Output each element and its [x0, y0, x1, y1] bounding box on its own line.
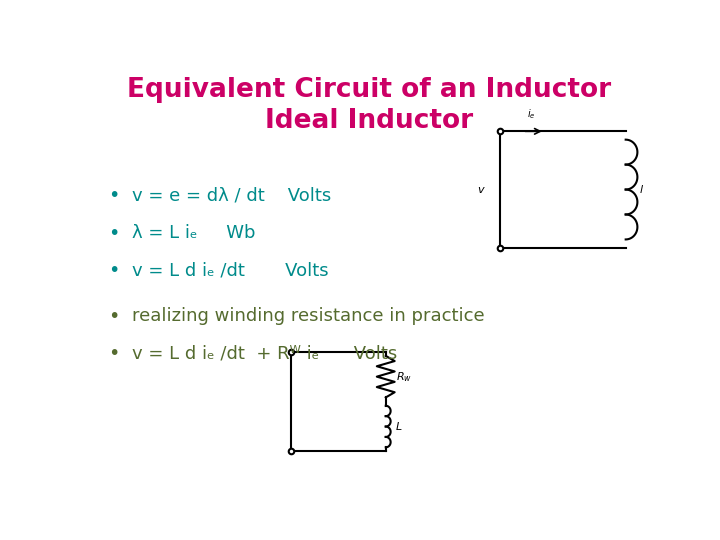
- Text: λ = L iₑ     Wb: λ = L iₑ Wb: [132, 224, 256, 242]
- Text: •: •: [108, 345, 119, 363]
- Text: v = L d iₑ /dt       Volts: v = L d iₑ /dt Volts: [132, 261, 328, 280]
- Text: v = e = dλ / dt    Volts: v = e = dλ / dt Volts: [132, 187, 331, 205]
- Text: •: •: [108, 224, 119, 242]
- Text: Equivalent Circuit of an Inductor: Equivalent Circuit of an Inductor: [127, 77, 611, 103]
- Text: •: •: [108, 186, 119, 205]
- Text: $i_e$: $i_e$: [526, 107, 535, 121]
- Text: $R_w$: $R_w$: [396, 370, 412, 383]
- Text: Ideal Inductor: Ideal Inductor: [265, 108, 473, 134]
- Text: L: L: [396, 422, 402, 431]
- Text: v = L d iₑ /dt  + Rᵂ iₑ      Volts: v = L d iₑ /dt + Rᵂ iₑ Volts: [132, 345, 397, 363]
- Text: l: l: [639, 185, 643, 194]
- Text: •: •: [108, 307, 119, 326]
- Text: realizing winding resistance in practice: realizing winding resistance in practice: [132, 307, 485, 326]
- Text: •: •: [108, 261, 119, 280]
- Text: v: v: [477, 185, 483, 194]
